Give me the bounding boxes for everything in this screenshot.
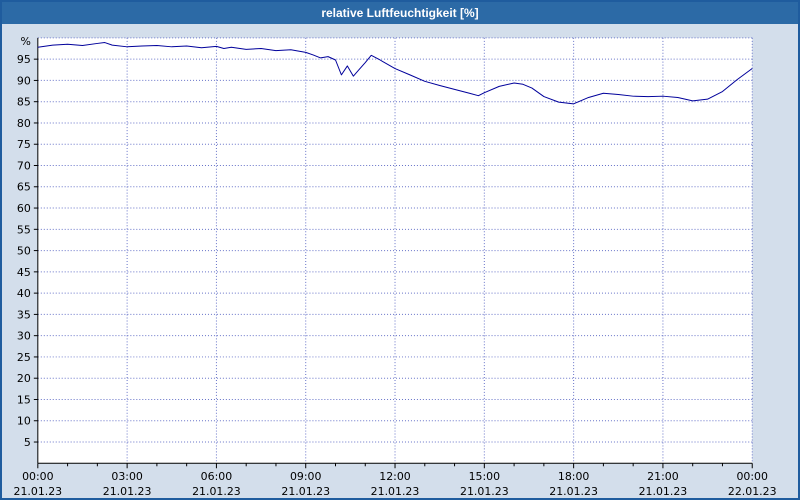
svg-text:70: 70: [17, 159, 31, 172]
x-tick-time: 00:00: [736, 470, 768, 483]
title-bar: relative Luftfeuchtigkeit [%]: [2, 2, 798, 24]
svg-text:55: 55: [17, 223, 31, 236]
x-tick-time: 09:00: [290, 470, 322, 483]
x-tick-date: 21.01.23: [460, 485, 509, 498]
svg-text:15: 15: [17, 393, 31, 406]
chart-svg: 5 10 15 20 25 30 35 40 45 50 55 60 65 70 75 80 85 90 95% 00…: [13, 35, 776, 498]
svg-text:85: 85: [17, 96, 31, 109]
axes: [33, 37, 753, 469]
svg-text:60: 60: [17, 202, 31, 215]
page-title: relative Luftfeuchtigkeit [%]: [321, 6, 479, 20]
svg-text:45: 45: [17, 266, 31, 279]
plot-area: [37, 37, 753, 464]
x-tick-date: 21.01.23: [639, 485, 688, 498]
humidity-line: [37, 42, 753, 105]
x-tick-date: 21.01.23: [192, 485, 241, 498]
x-tick-time: 15:00: [469, 470, 501, 483]
x-tick-date: 21.01.23: [103, 485, 152, 498]
svg-text:35: 35: [17, 308, 31, 321]
svg-text:30: 30: [17, 330, 31, 343]
y-axis-unit-label: %: [20, 35, 30, 48]
chart-area: 5 10 15 20 25 30 35 40 45 50 55 60 65 70 75 80 85 90 95% 00…: [2, 24, 798, 498]
svg-text:10: 10: [17, 415, 31, 428]
svg-text:75: 75: [17, 138, 31, 151]
x-tick-date: 21.01.23: [13, 485, 62, 498]
gridlines: [37, 37, 753, 464]
x-tick-date: 21.01.23: [371, 485, 420, 498]
svg-text:5: 5: [24, 436, 31, 449]
x-tick-time: 03:00: [111, 470, 143, 483]
x-tick-time: 00:00: [22, 470, 54, 483]
svg-text:50: 50: [17, 245, 31, 258]
svg-text:20: 20: [17, 372, 31, 385]
svg-text:65: 65: [17, 181, 31, 194]
x-tick-time: 18:00: [558, 470, 590, 483]
svg-text:95: 95: [17, 53, 31, 66]
x-tick-date: 21.01.23: [549, 485, 598, 498]
y-axis-labels: 5 10 15 20 25 30 35 40 45 50 55 60 65 70 75 80 85 90 95%: [17, 35, 31, 449]
svg-text:40: 40: [17, 287, 31, 300]
x-axis-labels: 00:00 21.01.23 03:00 21.01.23 06:00 21.01.23 0…: [13, 470, 776, 498]
x-tick-date: 22.01.23: [728, 485, 777, 498]
x-tick-time: 06:00: [201, 470, 233, 483]
x-tick-date: 21.01.23: [281, 485, 330, 498]
x-tick-time: 12:00: [379, 470, 411, 483]
x-tick-time: 21:00: [647, 470, 679, 483]
svg-text:80: 80: [17, 117, 31, 130]
svg-text:25: 25: [17, 351, 31, 364]
svg-text:90: 90: [17, 74, 31, 87]
